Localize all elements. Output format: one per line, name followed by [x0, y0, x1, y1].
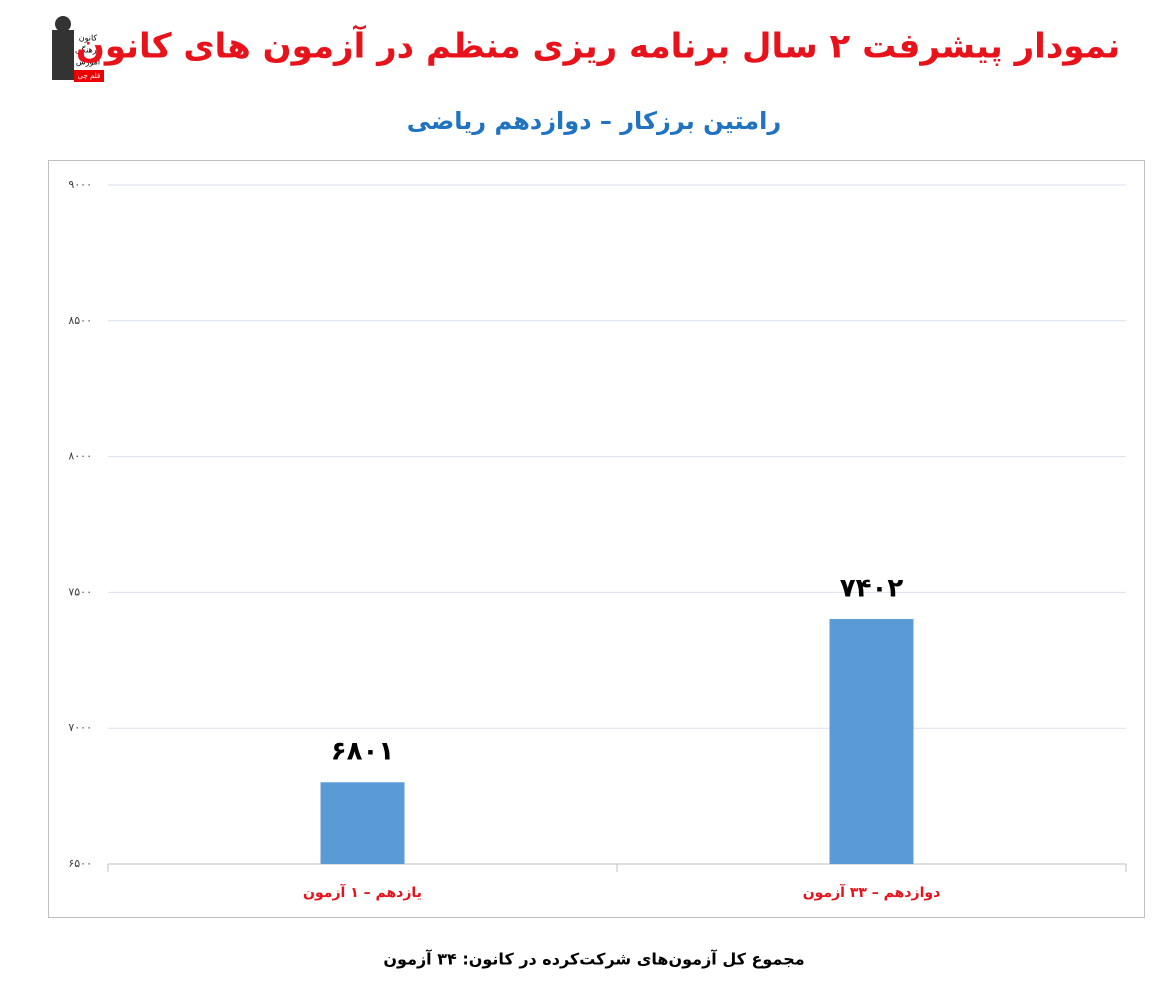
logo-text: فرهنگی [75, 45, 101, 55]
y-tick-label: ۹۰۰۰ [68, 178, 92, 191]
y-tick-label: ۶۵۰۰ [68, 857, 92, 870]
x-tick-label: دوازدهم – ۳۳ آزمون [803, 883, 941, 901]
logo-text: آموزش [76, 57, 101, 67]
bar [829, 619, 914, 864]
value-label: ۶۸۰۱ [331, 737, 394, 767]
chart-frame [48, 160, 1145, 918]
bar [320, 782, 405, 864]
footnote: مجموع کل آزمون‌های شرکت‌کرده در کانون: ۳… [383, 949, 804, 969]
y-tick-label: ۷۵۰۰ [68, 585, 92, 598]
x-tick-label: یازدهم – ۱ آزمون [303, 883, 422, 901]
y-tick-label: ۸۰۰۰ [68, 450, 92, 463]
logo: کانون فرهنگی آموزش قلم چی [52, 16, 104, 82]
logo-text: کانون [79, 34, 98, 43]
chart-title: نمودار پیشرفت ۲ سال برنامه ریزی منظم در … [76, 25, 1120, 67]
y-tick-label: ۸۵۰۰ [68, 314, 92, 327]
value-label: ۷۴۰۲ [840, 574, 904, 604]
y-tick-label: ۷۰۰۰ [68, 721, 92, 734]
chart-subtitle: رامتین برزکار – دوازدهم ریاضی [407, 107, 781, 135]
logo-figure [52, 30, 74, 80]
logo-badge [74, 70, 104, 82]
logo-head [55, 16, 71, 32]
logo-text: قلم چی [78, 72, 101, 80]
